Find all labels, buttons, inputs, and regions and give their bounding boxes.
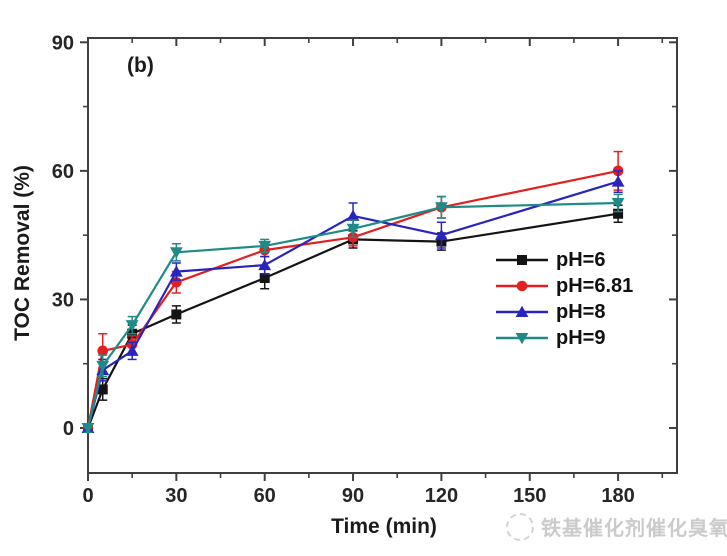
- legend: pH=6 pH=6.81 pH=8 pH=9: [496, 247, 633, 351]
- y-tick-label: 30: [52, 289, 74, 311]
- point-pH=9-120min: [435, 202, 448, 214]
- watermark: 铁基催化剂催化臭氧: [506, 512, 727, 541]
- watermark-seal-icon: [506, 512, 534, 541]
- x-tick-label: 30: [165, 485, 187, 507]
- point-pH=6.81-5min: [97, 345, 109, 357]
- point-pH=8-90min: [346, 209, 360, 221]
- point-pH=9-180min: [611, 198, 625, 210]
- legend-marker-square-icon: [496, 255, 548, 265]
- legend-item-ph6: pH=6: [496, 247, 633, 273]
- point-pH=9-60min: [258, 240, 272, 253]
- legend-marker-triangle-down-icon: [496, 333, 548, 345]
- point-pH=6-60min: [259, 273, 270, 283]
- legend-item-ph8: pH=8: [496, 299, 633, 325]
- series-pH=8: [81, 170, 625, 433]
- series-line-pH=8: [86, 180, 619, 429]
- x-tick-label: 150: [513, 485, 546, 507]
- legend-marker-circle-icon: [496, 280, 548, 292]
- y-tick-label: 90: [52, 32, 74, 54]
- point-pH=9-5min: [96, 360, 110, 373]
- x-tick-label: 90: [342, 485, 364, 507]
- legend-marker: [515, 333, 529, 345]
- legend-label: pH=8: [556, 300, 606, 323]
- y-axis-title: TOC Removal (%): [11, 165, 34, 341]
- legend-marker: [516, 280, 528, 292]
- legend-label: pH=9: [556, 326, 606, 349]
- point-pH=9-0min: [81, 423, 95, 435]
- legend-label: pH=6: [556, 248, 606, 271]
- point-pH=6-30min: [171, 309, 182, 320]
- point-pH=8-60min: [258, 258, 272, 271]
- series-line-pH=6: [86, 212, 619, 429]
- x-tick-label: 60: [254, 485, 276, 507]
- point-pH=8-30min: [169, 265, 183, 277]
- x-tick-label: 0: [82, 485, 93, 507]
- point-pH=8-15min: [125, 344, 139, 356]
- x-tick-label: 180: [601, 485, 634, 507]
- point-pH=8-180min: [611, 175, 625, 187]
- point-pH=6-5min: [97, 384, 108, 395]
- series-line-pH=9: [86, 201, 619, 429]
- y-tick-label: 60: [52, 161, 74, 183]
- legend-marker-triangle-up-icon: [496, 305, 548, 317]
- point-pH=6-180min: [613, 208, 624, 219]
- x-axis-title: Time (min): [331, 515, 437, 538]
- point-pH=8-120min: [435, 228, 448, 241]
- point-pH=9-90min: [346, 223, 360, 235]
- plot-frame: [87, 37, 678, 474]
- panel-label: (b): [127, 54, 154, 77]
- legend-item-ph9: pH=9: [496, 325, 633, 351]
- legend-marker: [515, 305, 529, 317]
- legend-label: pH=6.81: [556, 274, 634, 297]
- watermark-text: 铁基催化剂催化臭氧: [541, 518, 727, 540]
- x-tick-label: 120: [425, 485, 458, 507]
- point-pH=9-30min: [169, 247, 183, 259]
- point-pH=9-15min: [125, 320, 139, 332]
- legend-marker: [517, 255, 527, 265]
- legend-item-ph681: pH=6.81: [496, 273, 633, 299]
- series-pH=9: [81, 193, 625, 435]
- y-tick-label: 0: [63, 418, 74, 440]
